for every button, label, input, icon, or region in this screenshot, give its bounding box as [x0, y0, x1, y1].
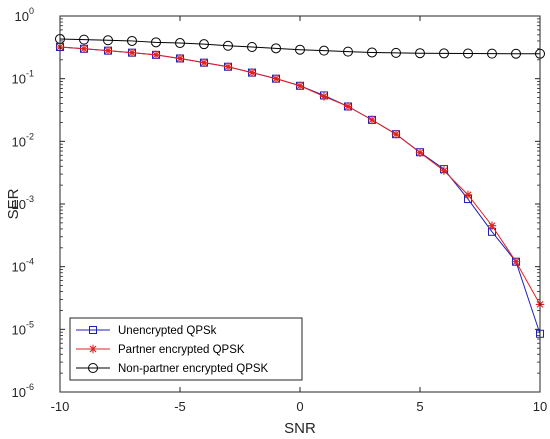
- data-point: [487, 48, 497, 59]
- data-point: [511, 48, 521, 59]
- data-point: [487, 221, 497, 230]
- legend-marker: [88, 344, 98, 354]
- data-point: [175, 38, 185, 49]
- legend: Unencrypted QPSk Partner encrypted QPSK No…: [69, 317, 303, 381]
- data-point: [367, 115, 377, 125]
- series-line: [59, 38, 540, 55]
- data-point: [415, 48, 425, 59]
- data-point: [151, 37, 161, 48]
- x-axis-ticks: -10 -5 0 5 10: [51, 16, 547, 414]
- data-point: [415, 148, 425, 157]
- data-point: [247, 68, 257, 77]
- data-point: [199, 39, 209, 50]
- data-point: [127, 35, 137, 46]
- x-tick-label: -5: [174, 399, 186, 414]
- y-tick-exponent: -2: [26, 131, 34, 141]
- y-tick-exponent: -3: [26, 194, 34, 204]
- data-point: [343, 102, 353, 111]
- data-point: [103, 35, 113, 46]
- y-tick-exponent: -5: [26, 319, 34, 329]
- x-tick-label: 0: [296, 399, 303, 414]
- x-tick-label: -10: [51, 399, 70, 414]
- data-point: [103, 46, 113, 55]
- data-point: [79, 44, 89, 53]
- data-point: [343, 46, 353, 57]
- y-tick-exponent: -4: [26, 257, 34, 267]
- y-tick-exponent: 0: [29, 6, 34, 16]
- legend-item: Partner encrypted QPSK: [76, 344, 245, 356]
- data-point: [223, 40, 233, 51]
- data-point: [391, 129, 401, 139]
- data-point: [79, 34, 89, 45]
- data-point: [463, 48, 473, 59]
- data-point: [439, 166, 449, 175]
- data-point: [391, 47, 401, 58]
- data-point: [199, 58, 209, 67]
- series-layer: [55, 33, 545, 338]
- data-point: [223, 62, 233, 71]
- data-point: [439, 48, 449, 59]
- x-axis-label: SNR: [284, 420, 316, 437]
- legend-label: Partner encrypted QPSK: [118, 344, 245, 356]
- y-tick-exponent: -1: [26, 69, 34, 79]
- data-point: [127, 48, 137, 57]
- data-point: [511, 257, 521, 266]
- data-point: [319, 92, 329, 101]
- data-point: [463, 190, 473, 200]
- data-point: [367, 47, 377, 58]
- data-point: [295, 44, 305, 55]
- legend-marker: [88, 363, 98, 373]
- legend-item: Unencrypted QPSk: [76, 325, 217, 337]
- y-tick-exponent: -6: [26, 382, 34, 392]
- data-point: [319, 45, 329, 56]
- legend-marker: [89, 326, 97, 334]
- plot-frame: [59, 15, 541, 393]
- y-axis-label: SER: [5, 188, 22, 219]
- data-point: [271, 74, 281, 83]
- x-tick-label: 5: [416, 399, 423, 414]
- data-point: [271, 43, 281, 54]
- x-tick-label: 10: [533, 399, 547, 414]
- legend-label: Non-partner encrypted QPSK: [118, 363, 269, 375]
- data-point: [175, 54, 185, 63]
- legend-item: Non-partner encrypted QPSK: [76, 363, 269, 375]
- series-2: [55, 42, 545, 309]
- legend-label: Unencrypted QPSk: [118, 325, 217, 337]
- data-point: [247, 42, 257, 53]
- data-point: [295, 81, 305, 90]
- data-point: [151, 50, 161, 60]
